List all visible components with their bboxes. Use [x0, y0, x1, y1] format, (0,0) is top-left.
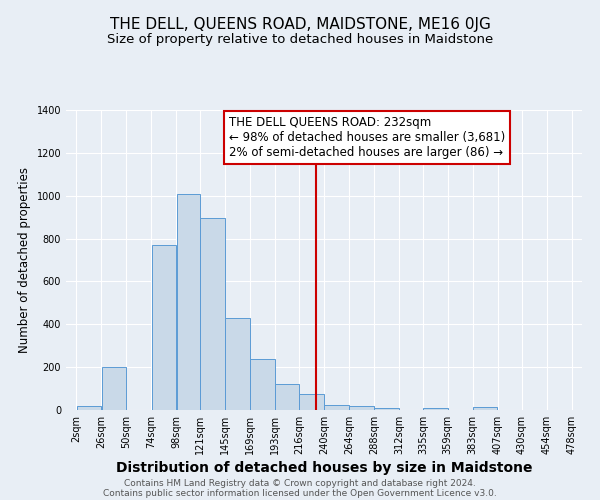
Bar [423, 408, 448, 410]
Bar [299, 394, 324, 410]
Bar [152, 245, 176, 410]
Bar [374, 408, 398, 410]
Text: Size of property relative to detached houses in Maidstone: Size of property relative to detached ho… [107, 32, 493, 46]
Bar [176, 194, 200, 410]
Bar [200, 218, 225, 410]
Bar [324, 404, 349, 410]
Bar [101, 367, 126, 410]
Text: THE DELL, QUEENS ROAD, MAIDSTONE, ME16 0JG: THE DELL, QUEENS ROAD, MAIDSTONE, ME16 0… [110, 18, 490, 32]
X-axis label: Distribution of detached houses by size in Maidstone: Distribution of detached houses by size … [116, 461, 532, 475]
Bar [77, 406, 101, 410]
Text: THE DELL QUEENS ROAD: 232sqm
← 98% of detached houses are smaller (3,681)
2% of : THE DELL QUEENS ROAD: 232sqm ← 98% of de… [229, 116, 505, 159]
Bar [226, 318, 250, 410]
Text: Contains public sector information licensed under the Open Government Licence v3: Contains public sector information licen… [103, 488, 497, 498]
Bar [473, 407, 497, 410]
Text: Contains HM Land Registry data © Crown copyright and database right 2024.: Contains HM Land Registry data © Crown c… [124, 478, 476, 488]
Bar [275, 384, 299, 410]
Bar [250, 358, 275, 410]
Y-axis label: Number of detached properties: Number of detached properties [18, 167, 31, 353]
Bar [349, 406, 374, 410]
